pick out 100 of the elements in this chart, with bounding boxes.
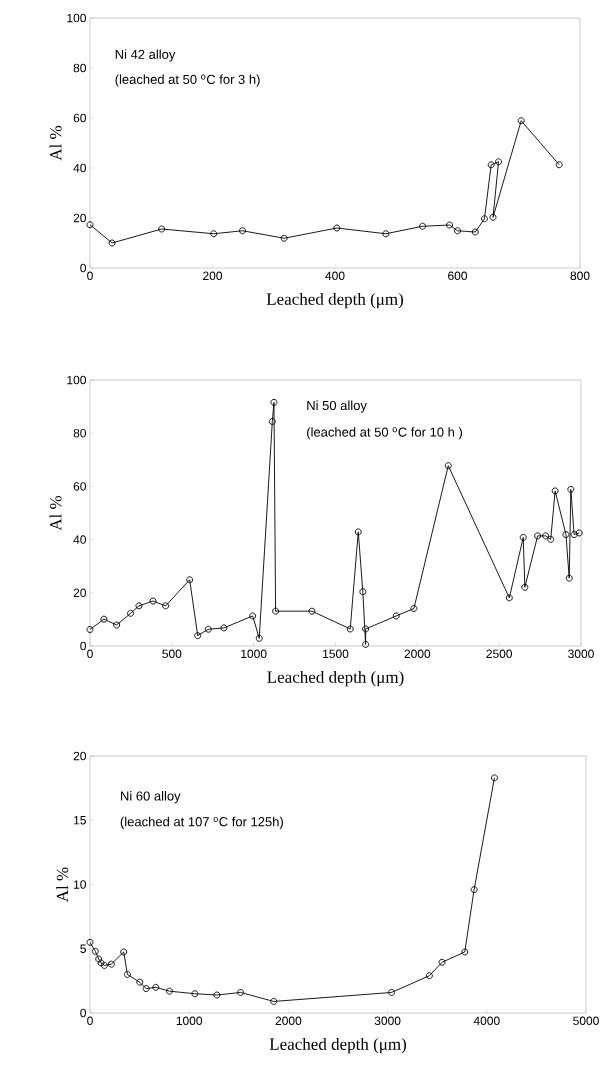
y-tick-label: 5 xyxy=(80,944,86,953)
point xyxy=(565,574,573,582)
point xyxy=(86,221,94,229)
x-tick-label: 800 xyxy=(570,271,590,281)
point xyxy=(505,594,513,602)
point xyxy=(551,487,559,495)
x-tick-label: 2000 xyxy=(404,649,431,659)
point xyxy=(127,609,135,617)
point xyxy=(521,583,529,591)
point xyxy=(270,998,278,1005)
point xyxy=(100,962,108,969)
point xyxy=(91,947,99,955)
y-tick-label: 0 xyxy=(80,1008,86,1018)
x-tick-label: 2500 xyxy=(486,649,513,659)
annotation: (leached at 50 $^{o}$C for 3 h) xyxy=(115,74,260,87)
point xyxy=(272,607,280,615)
point xyxy=(487,161,495,169)
annotation: Ni 60 alloy xyxy=(121,791,181,804)
y-tick-label: 20 xyxy=(73,213,86,223)
point xyxy=(86,626,94,633)
y-tick-label: 15 xyxy=(74,816,86,825)
point xyxy=(495,158,502,166)
point xyxy=(149,597,157,605)
y-tick-label: 20 xyxy=(73,751,86,761)
point xyxy=(446,221,453,229)
point xyxy=(542,532,550,540)
point xyxy=(362,625,370,633)
point xyxy=(555,161,563,169)
point xyxy=(120,948,128,956)
point xyxy=(419,222,427,230)
x-tick-label: 1000 xyxy=(176,1016,203,1026)
point xyxy=(438,958,446,966)
point xyxy=(517,117,525,125)
point xyxy=(359,588,367,596)
point xyxy=(547,535,555,543)
y-tick-label: 80 xyxy=(73,63,86,73)
x-tick-label: 200 xyxy=(203,271,223,281)
point xyxy=(86,938,94,946)
point xyxy=(575,529,583,537)
point xyxy=(333,224,341,232)
y-tick-label: 40 xyxy=(73,535,86,544)
x-tick-label: 0 xyxy=(87,271,93,281)
point xyxy=(204,625,212,633)
point xyxy=(280,234,288,242)
y-tick-label: 80 xyxy=(73,428,86,438)
point xyxy=(388,989,396,996)
point xyxy=(210,230,218,238)
y-tick-label: 60 xyxy=(73,113,86,123)
point xyxy=(220,624,228,632)
x-tick-label: 3000 xyxy=(568,649,594,659)
point xyxy=(534,532,542,540)
point xyxy=(444,462,452,470)
y-tick-label: 100 xyxy=(67,13,86,23)
x-tick-label: 1000 xyxy=(241,649,267,659)
y-tick-label: 40 xyxy=(73,163,86,173)
point xyxy=(270,398,278,406)
point xyxy=(562,531,570,538)
point xyxy=(425,972,433,980)
x-tick-label: 4000 xyxy=(473,1016,500,1026)
point xyxy=(346,625,354,633)
point xyxy=(135,602,143,610)
point xyxy=(268,418,276,425)
point xyxy=(136,978,144,986)
point xyxy=(213,991,221,999)
point xyxy=(354,528,362,536)
point xyxy=(97,959,105,967)
point xyxy=(191,990,199,998)
point xyxy=(470,886,478,894)
x-tick-label: 500 xyxy=(162,649,182,659)
point xyxy=(481,215,488,223)
x-tick-label: 2000 xyxy=(275,1016,302,1026)
point xyxy=(519,534,527,541)
annotation: Ni 42 alloy xyxy=(115,49,176,62)
point xyxy=(194,632,202,640)
point xyxy=(123,971,131,978)
point xyxy=(95,955,103,963)
x-tick-label: 400 xyxy=(325,271,345,281)
point xyxy=(100,615,108,623)
x-tick-label: 5000 xyxy=(573,1016,599,1026)
x-axis-title: Leached depth (μm) xyxy=(267,670,404,687)
point xyxy=(239,227,246,235)
point xyxy=(237,989,245,996)
x-tick-label: 0 xyxy=(87,1016,93,1026)
point xyxy=(410,605,418,612)
point xyxy=(489,213,497,221)
annotation: (leached at 107 $^{o}$C for 125h) xyxy=(120,816,283,829)
y-axis-title: Al % xyxy=(49,495,62,531)
point xyxy=(362,640,370,648)
point xyxy=(249,612,257,620)
point xyxy=(152,983,160,991)
annotation: Ni 50 alloy xyxy=(307,400,367,413)
point xyxy=(162,602,170,610)
point xyxy=(392,612,400,620)
point xyxy=(158,225,166,233)
point xyxy=(255,634,263,642)
point xyxy=(166,987,173,995)
point xyxy=(308,607,316,615)
y-tick-label: 0 xyxy=(80,641,86,651)
point xyxy=(107,960,115,968)
point xyxy=(454,227,461,235)
